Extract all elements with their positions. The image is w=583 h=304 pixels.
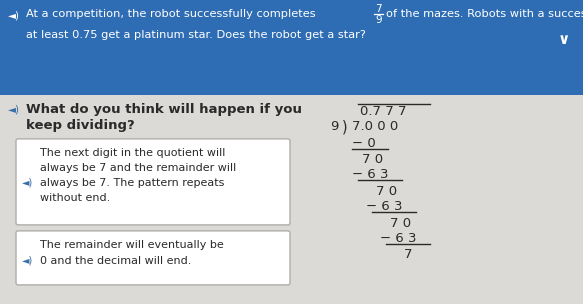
Text: 7: 7: [375, 4, 382, 14]
Text: 9: 9: [375, 15, 382, 25]
Text: The remainder will eventually be: The remainder will eventually be: [40, 240, 224, 250]
Text: ◄): ◄): [8, 10, 20, 20]
Text: always be 7 and the remainder will: always be 7 and the remainder will: [40, 163, 236, 173]
Text: − 6 3: − 6 3: [366, 200, 402, 213]
Text: keep dividing?: keep dividing?: [26, 119, 135, 132]
Text: ): ): [342, 120, 347, 135]
Text: ∨: ∨: [557, 32, 570, 47]
Text: without end.: without end.: [40, 193, 110, 203]
Text: 7: 7: [404, 248, 413, 261]
Text: − 6 3: − 6 3: [380, 232, 416, 245]
Text: 7 0: 7 0: [390, 217, 411, 230]
Text: at least 0.75 get a platinum star. Does the robot get a star?: at least 0.75 get a platinum star. Does …: [26, 30, 366, 40]
Text: At a competition, the robot successfully completes: At a competition, the robot successfully…: [26, 9, 315, 19]
Text: − 6 3: − 6 3: [352, 168, 388, 181]
Text: ◄): ◄): [8, 105, 20, 115]
Bar: [0, 0, 583, 95]
Text: 0 and the decimal will end.: 0 and the decimal will end.: [40, 256, 191, 266]
Text: 0.7 7 7: 0.7 7 7: [360, 105, 406, 118]
Text: What do you think will happen if you: What do you think will happen if you: [26, 103, 302, 116]
Text: The next digit in the quotient will: The next digit in the quotient will: [40, 148, 226, 158]
Text: 7.0 0 0: 7.0 0 0: [352, 120, 398, 133]
Text: 7 0: 7 0: [376, 185, 397, 198]
Text: always be 7. The pattern repeats: always be 7. The pattern repeats: [40, 178, 224, 188]
FancyBboxPatch shape: [16, 139, 290, 225]
Text: ◄): ◄): [22, 256, 33, 266]
Text: 7 0: 7 0: [362, 153, 383, 166]
Text: − 0: − 0: [352, 137, 376, 150]
FancyBboxPatch shape: [16, 231, 290, 285]
Text: of the mazes. Robots with a success rate of: of the mazes. Robots with a success rate…: [386, 9, 583, 19]
Text: 9: 9: [330, 120, 338, 133]
Text: ◄): ◄): [22, 178, 33, 188]
